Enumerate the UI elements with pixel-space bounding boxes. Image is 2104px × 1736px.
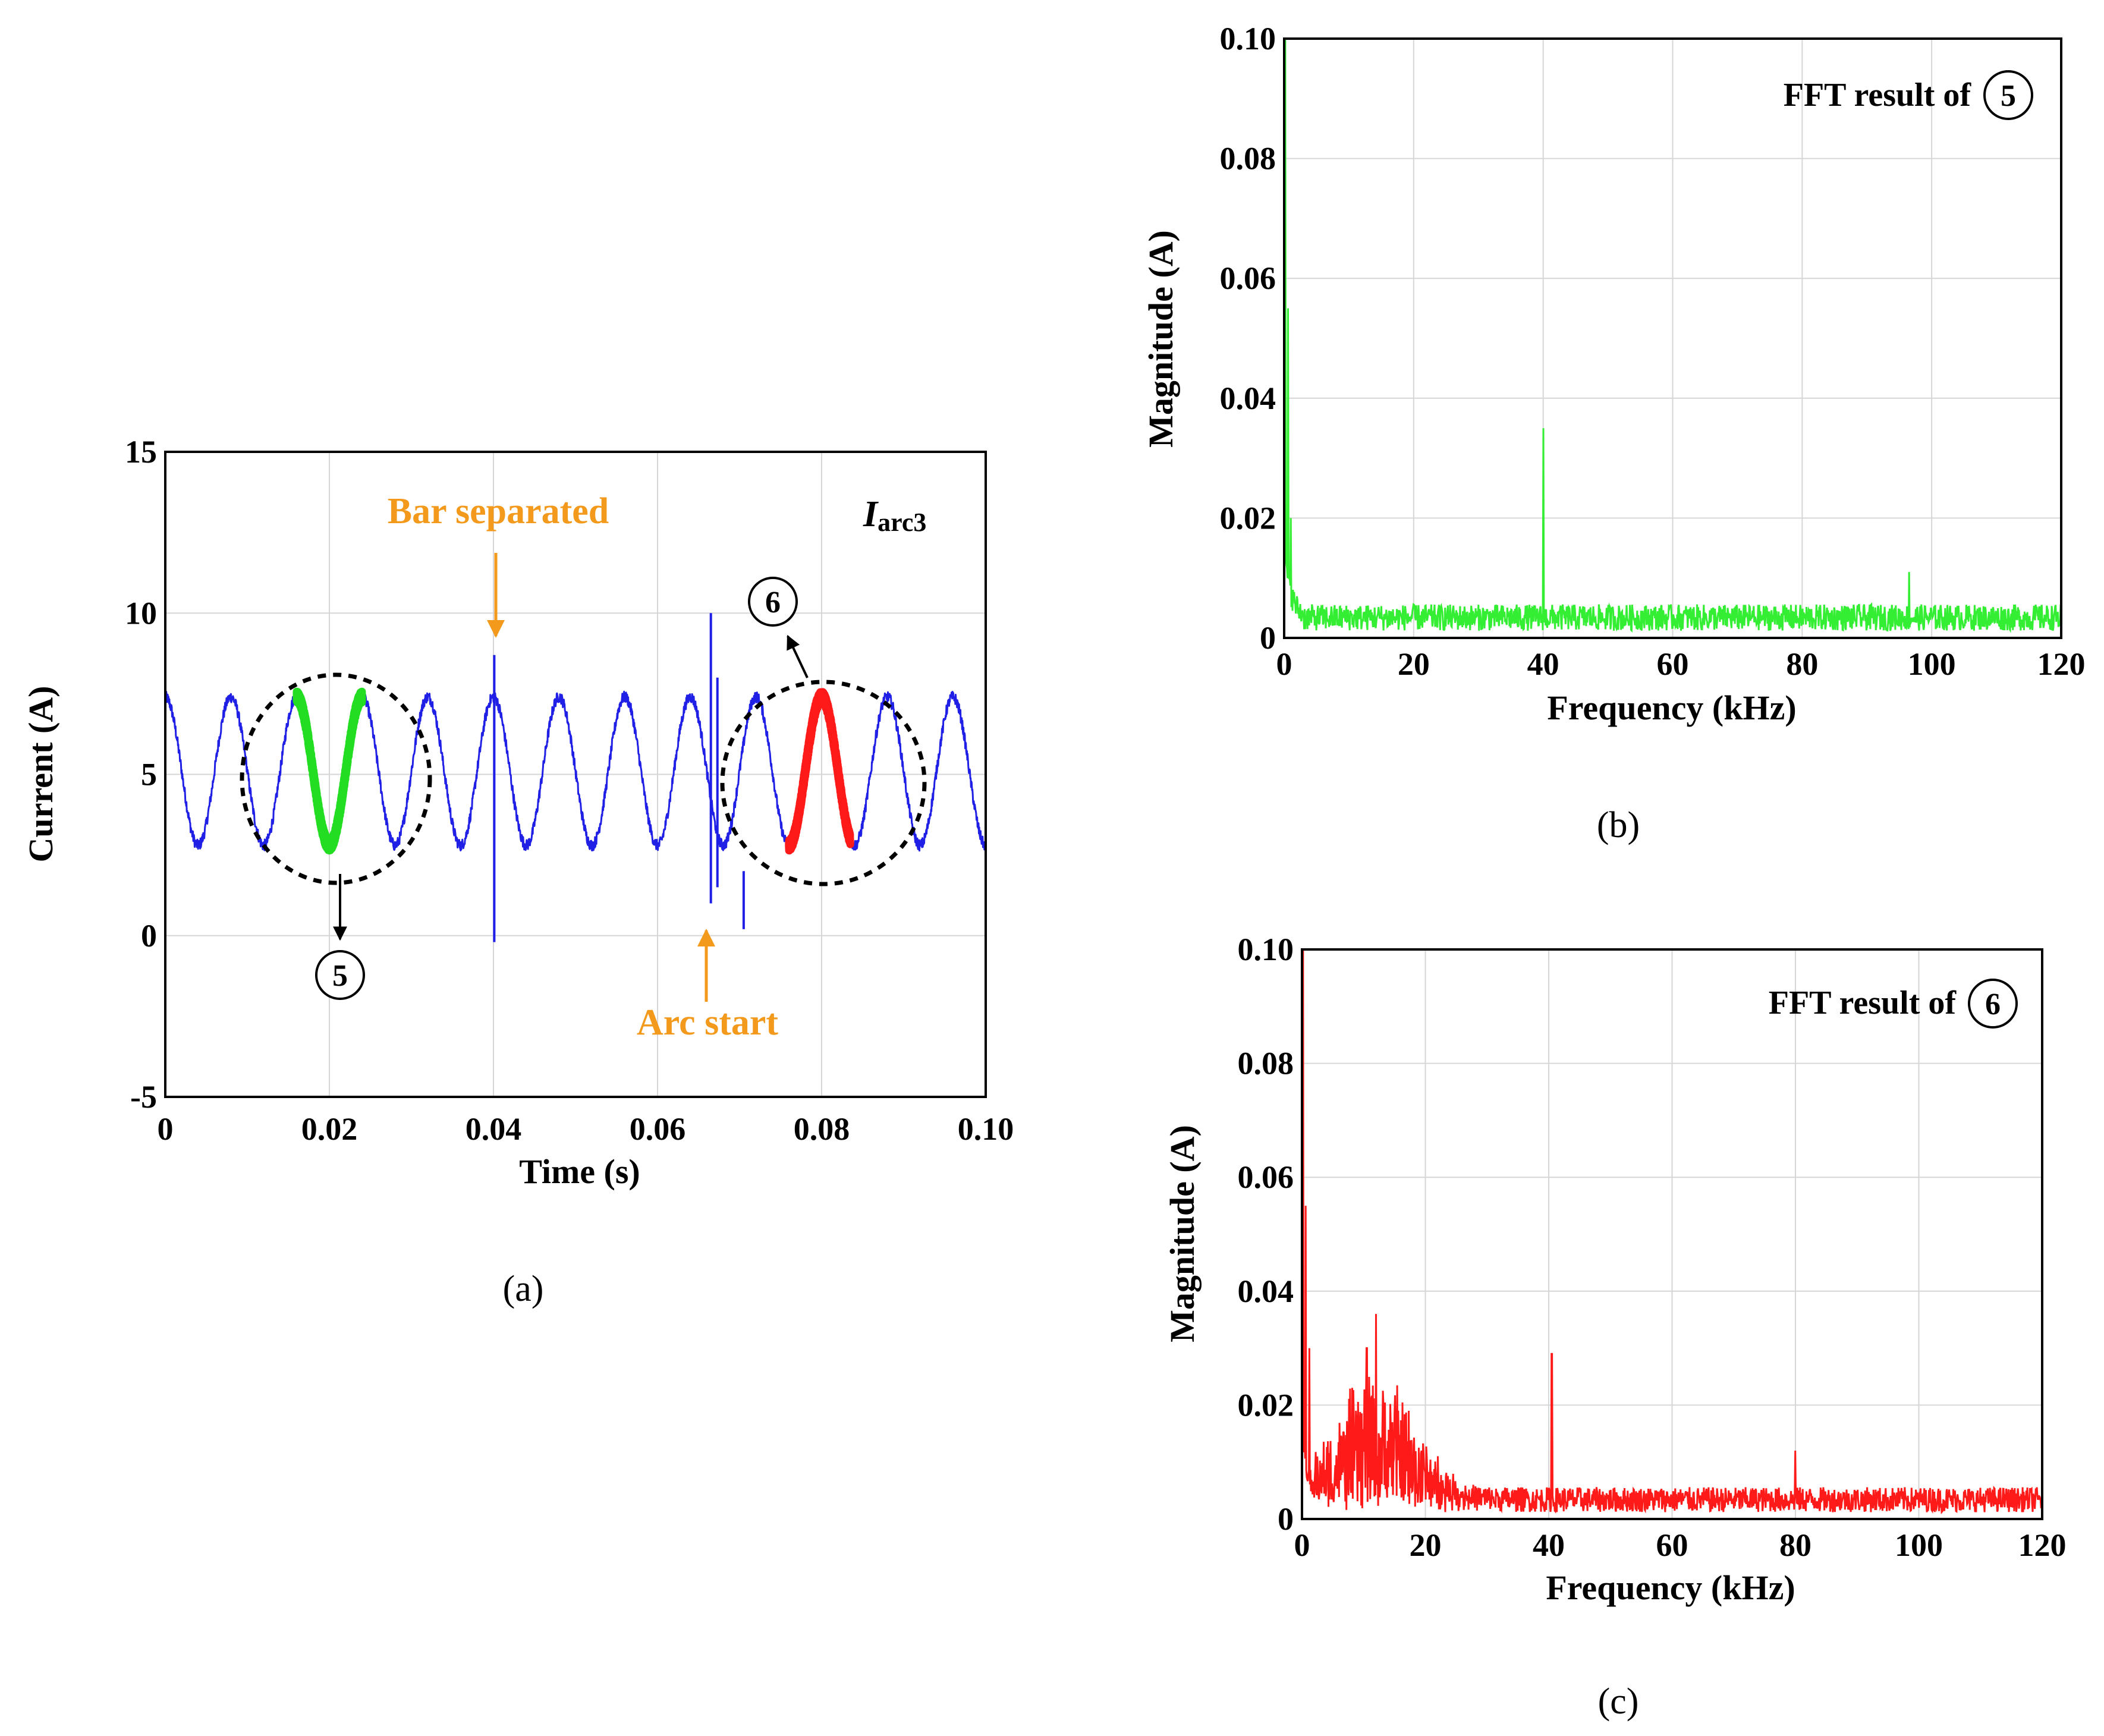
y-tick-label: 15 — [125, 434, 157, 470]
y-axis-label-c: Magnitude (A) — [1163, 1125, 1202, 1342]
x-tick-label: 0 — [1276, 646, 1292, 682]
marker-6-circle — [748, 577, 798, 627]
plot-frame-a — [164, 451, 987, 1098]
signal-label-sub: arc3 — [878, 508, 926, 537]
panel-label-a: (a) — [503, 1269, 544, 1309]
x-tick-label: 100 — [1895, 1527, 1943, 1563]
ticks-b: 0 20 40 60 80 100 120 0 0.02 0.04 0.06 0.08 0.10 — [1220, 21, 2086, 682]
bar-separated-label: Bar separated — [388, 491, 609, 532]
y-tick-label: 5 — [141, 757, 157, 792]
fft-marker-c-text: 6 — [1985, 987, 2001, 1021]
x-tick-label: 100 — [1908, 646, 1956, 682]
series-segment-6 — [785, 688, 854, 855]
segment-6-circle — [720, 680, 927, 886]
fft-title-c: FFT result of — [1769, 985, 1957, 1021]
x-tick-label: 120 — [2037, 646, 2086, 682]
plot-c — [1301, 949, 2043, 1514]
grid-c — [1301, 949, 2043, 1520]
y-axis-label-a: Current (A) — [21, 686, 60, 863]
y-tick-label: 0.02 — [1220, 500, 1276, 536]
y-tick-label: 0 — [141, 918, 157, 954]
y-tick-label: 0.08 — [1220, 141, 1276, 177]
x-tick-label: 0.06 — [630, 1111, 686, 1147]
plot-frame-c — [1301, 948, 2043, 1520]
y-tick-label: 0 — [1260, 620, 1276, 656]
x-tick-label: 0.08 — [794, 1111, 850, 1147]
x-tick-label: 80 — [1779, 1527, 1811, 1563]
plot-frame-b — [1283, 37, 2062, 639]
segment-5-circle — [240, 672, 432, 885]
x-axis-label-c: Frequency (kHz) — [1546, 1568, 1795, 1607]
fft-spectrum-5 — [1283, 38, 2062, 633]
plot-a — [164, 613, 987, 942]
fft-marker-b-circle — [1983, 70, 2033, 120]
x-tick-label: 0.10 — [958, 1111, 1014, 1147]
x-tick-label: 80 — [1786, 646, 1818, 682]
marker-5-circle — [315, 950, 365, 1000]
series-iarc3 — [164, 690, 987, 852]
x-tick-label: 20 — [1410, 1527, 1442, 1563]
y-tick-label: 0.10 — [1220, 21, 1276, 56]
y-tick-label: 0.10 — [1238, 932, 1294, 967]
y-tick-label: 0.04 — [1238, 1273, 1294, 1309]
ticks-c: 0 20 40 60 80 100 120 0 0.02 0.04 0.06 0.08 0.10 — [1238, 932, 2067, 1563]
y-tick-label: 0.06 — [1238, 1159, 1294, 1195]
x-axis-label-a: Time (s) — [519, 1152, 640, 1191]
x-tick-label: 20 — [1398, 646, 1430, 682]
fft-title-b: FFT result of — [1784, 77, 1972, 114]
x-tick-label: 40 — [1527, 646, 1559, 682]
marker-6-text: 6 — [765, 586, 781, 619]
signal-label-main: I — [863, 494, 879, 534]
plot-b — [1283, 38, 2062, 633]
y-tick-label: 10 — [125, 595, 157, 631]
y-tick-label: 0.04 — [1220, 380, 1276, 416]
marker-6-arrow — [787, 634, 809, 678]
panel-label-b: (b) — [1597, 805, 1640, 845]
fft-spectrum-6 — [1301, 949, 2043, 1514]
y-tick-label: 0 — [1278, 1501, 1294, 1537]
x-tick-label: 120 — [2018, 1527, 2067, 1563]
fft-chart-c: 0 20 40 60 80 100 120 0 0.02 0.04 0.06 0.08 0.10 Mag… — [1163, 932, 2067, 1722]
panel-label-c: (c) — [1598, 1681, 1639, 1722]
arc-start-label: Arc start — [637, 1002, 778, 1043]
x-tick-label: 0.04 — [466, 1111, 522, 1147]
y-tick-label: -5 — [130, 1079, 157, 1115]
x-tick-label: 60 — [1656, 1527, 1688, 1563]
y-tick-label: 0.08 — [1238, 1046, 1294, 1081]
signal-label: Iarc3 — [863, 494, 926, 537]
y-tick-label: 0.06 — [1220, 260, 1276, 296]
y-axis-label-b: Magnitude (A) — [1141, 230, 1180, 448]
grid-b — [1284, 38, 2062, 639]
marker-5-text: 5 — [332, 959, 348, 993]
x-axis-label-b: Frequency (kHz) — [1547, 688, 1796, 727]
x-tick-label: 60 — [1657, 646, 1689, 682]
x-tick-label: 0 — [1294, 1527, 1310, 1563]
y-tick-label: 0.02 — [1238, 1387, 1294, 1423]
x-tick-label: 40 — [1533, 1527, 1565, 1563]
fft-chart-b: 0 20 40 60 80 100 120 0 0.02 0.04 0.06 0.08 0.10 Mag… — [1141, 21, 2086, 845]
fft-marker-b-text: 5 — [2001, 79, 2016, 113]
series-segment-5 — [293, 687, 366, 855]
x-tick-label: 0.02 — [301, 1111, 358, 1147]
x-tick-label: 0 — [158, 1111, 174, 1147]
fft-marker-c-circle — [1968, 979, 2018, 1029]
